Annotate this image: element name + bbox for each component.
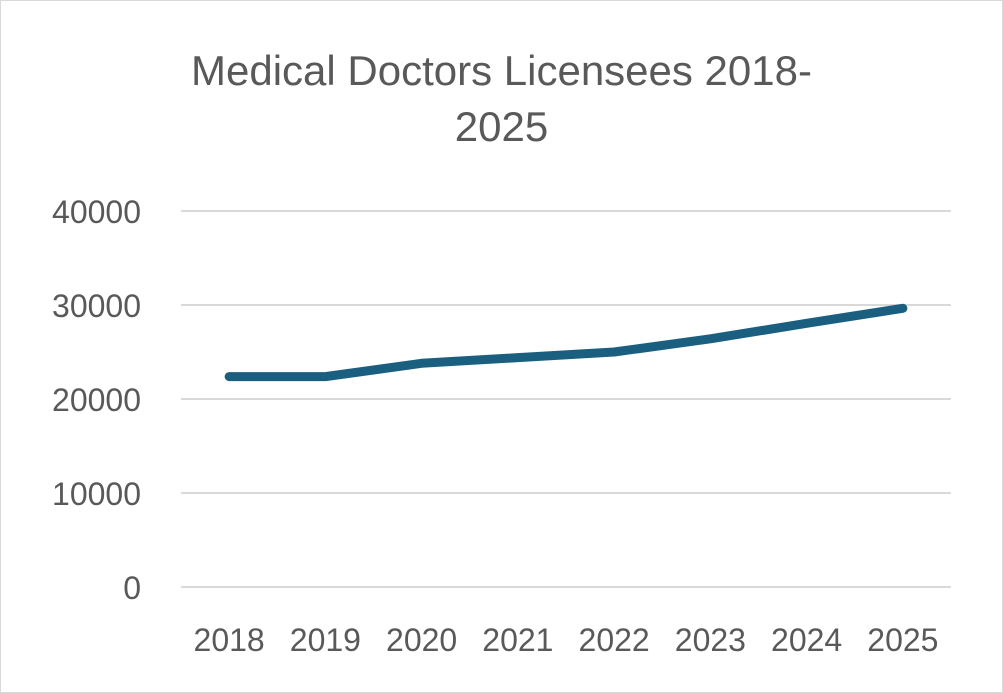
x-tick-label: 2019 — [290, 622, 361, 658]
y-tick-label: 30000 — [52, 288, 141, 324]
y-tick-label: 40000 — [52, 194, 141, 230]
x-tick-label: 2025 — [867, 622, 938, 658]
chart-title-line-2: 2025 — [454, 103, 549, 150]
chart-title: Medical Doctors Licensees 2018- 2025 — [1, 43, 1002, 155]
x-tick-label: 2020 — [386, 622, 457, 658]
x-tick-label: 2022 — [579, 622, 650, 658]
y-tick-label: 20000 — [52, 382, 141, 418]
x-tick-label: 2023 — [675, 622, 746, 658]
y-tick-label: 10000 — [52, 476, 141, 512]
x-tick-label: 2024 — [771, 622, 842, 658]
x-tick-label: 2018 — [194, 622, 265, 658]
chart-title-line-1: Medical Doctors Licensees 2018- — [191, 47, 812, 94]
series-line — [224, 303, 908, 382]
x-tick-label: 2021 — [482, 622, 553, 658]
y-tick-label: 0 — [123, 570, 141, 606]
